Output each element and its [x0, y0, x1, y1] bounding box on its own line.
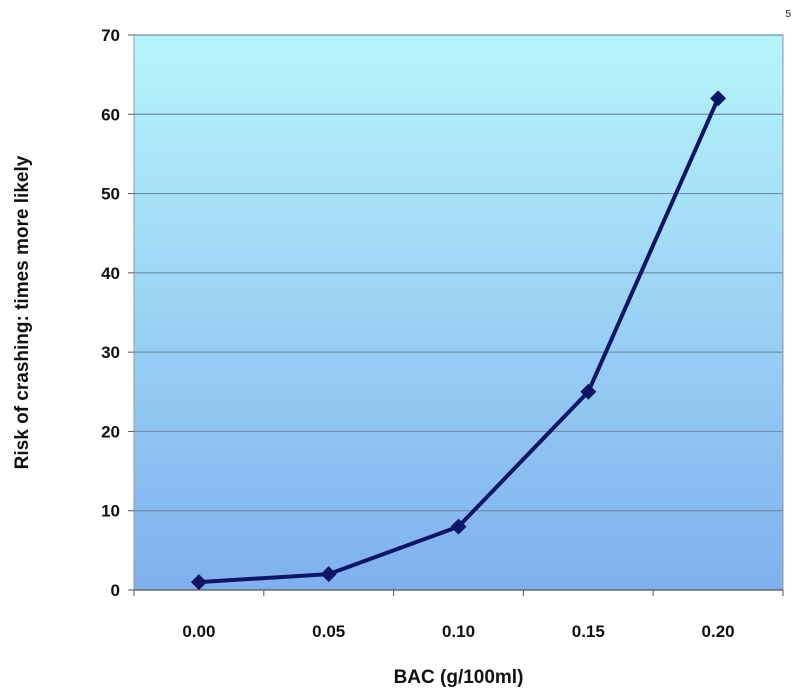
y-tick-label: 60 — [101, 105, 120, 124]
x-tick-label: 0.15 — [572, 622, 605, 641]
x-tick-label: 0.20 — [702, 622, 735, 641]
y-tick-label: 0 — [111, 581, 120, 600]
x-tick-label: 0.00 — [182, 622, 215, 641]
x-tick-label: 0.05 — [312, 622, 345, 641]
y-tick-label: 50 — [101, 185, 120, 204]
y-tick-label: 40 — [101, 264, 120, 283]
y-tick-label: 10 — [101, 502, 120, 521]
y-axis-ticks: 0 10 20 30 40 50 60 70 — [101, 26, 134, 600]
y-tick-label: 30 — [101, 343, 120, 362]
plot-area — [134, 35, 783, 590]
y-tick-label: 70 — [101, 26, 120, 45]
x-axis-ticks: 0.00 0.05 0.10 0.15 0.20 — [134, 590, 783, 641]
x-axis-title: BAC (g/100ml) — [394, 667, 524, 688]
y-axis-title: Risk of crashing: times more likely — [12, 155, 33, 469]
x-tick-label: 0.10 — [442, 622, 475, 641]
y-tick-label: 20 — [101, 422, 120, 441]
